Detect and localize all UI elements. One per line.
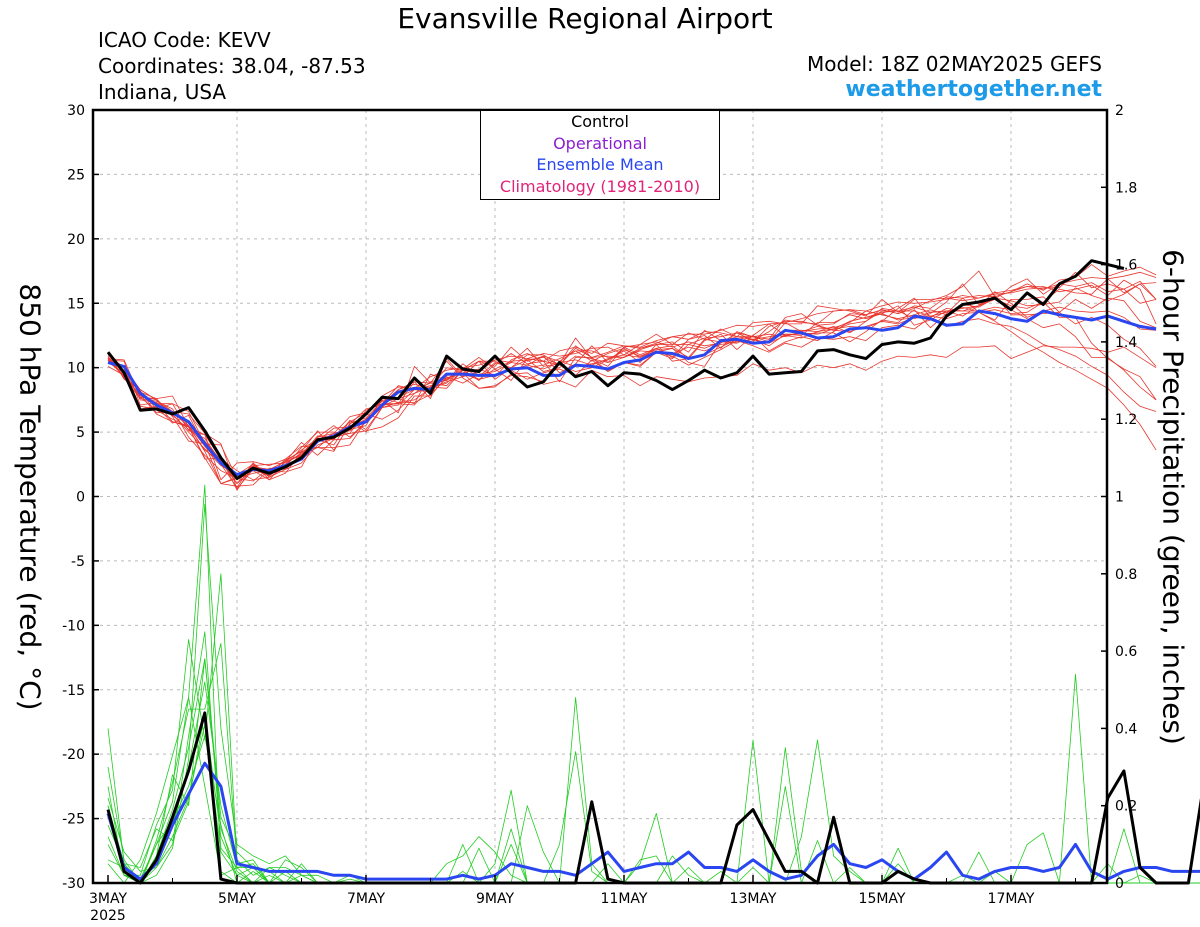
left-tick-label: -20: [62, 747, 85, 763]
precip-member-line: [107, 735, 1200, 884]
temp-member-line: [107, 283, 1157, 491]
temp-mean-line: [107, 309, 1157, 477]
left-tick-label: -10: [62, 618, 85, 634]
right-tick-label: 1.6: [1115, 258, 1137, 274]
temp-member-line: [107, 345, 1157, 478]
model-run: Model: 18Z 02MAY2025 GEFS: [807, 52, 1102, 76]
temp-member-line: [107, 297, 1157, 487]
right-tick-label: 0.6: [1115, 644, 1137, 660]
page-title: Evansville Regional Airport: [397, 2, 773, 35]
right-tick-label: 0: [1115, 876, 1124, 892]
precip-member-line: [107, 484, 1200, 884]
precip-mean-line: [106, 761, 1200, 881]
precip-member-lines: [107, 484, 1200, 884]
x-tick-label: 15MAY: [859, 891, 906, 907]
temp-member-lines: [107, 264, 1157, 491]
left-tick-label: -15: [62, 683, 85, 699]
x-tick-label: 7MAY: [347, 891, 385, 907]
precip-member-line: [107, 643, 1200, 884]
left-tick-label: 5: [76, 425, 85, 441]
precip-control-line: [106, 711, 1200, 885]
axes: -30-25-20-15-10-505101520253000.20.40.60…: [62, 103, 1137, 924]
left-tick-label: 25: [67, 167, 85, 183]
temp-member-line: [107, 271, 1157, 481]
x-tick-label: 13MAY: [730, 891, 777, 907]
grid-lines: [93, 110, 1107, 883]
precip-member-line: [107, 697, 1200, 884]
left-tick-label: 30: [67, 103, 85, 119]
icao-code: ICAO Code: KEVV: [98, 28, 271, 52]
left-tick-label: -30: [62, 876, 85, 892]
x-tick-label: 9MAY: [476, 891, 514, 907]
right-tick-label: 0.2: [1115, 799, 1137, 815]
x-tick-label: 3MAY: [89, 891, 127, 907]
temp-member-line: [107, 311, 1157, 477]
right-tick-label: 1.4: [1115, 335, 1137, 351]
left-tick-label: 15: [67, 296, 85, 312]
x-tick-label: 11MAY: [601, 891, 648, 907]
precip-member-line: [107, 724, 1200, 884]
temp-member-line: [107, 278, 1157, 485]
precip-member-line: [107, 658, 1200, 884]
temp-member-line: [107, 271, 1157, 488]
x-year-label: 2025: [90, 908, 126, 924]
temp-control-line: [106, 259, 1125, 480]
left-tick-label: 0: [76, 490, 85, 506]
legend-operational: Operational: [553, 133, 647, 153]
right-tick-label: 1.8: [1115, 180, 1137, 196]
right-tick-label: 1: [1115, 490, 1124, 506]
left-tick-label: -25: [62, 812, 85, 828]
left-tick-label: 10: [67, 361, 85, 377]
y-axis-right-label: 6-hour Precipitation (green, inches): [1156, 249, 1190, 745]
legend-climatology: Climatology (1981-2010): [499, 176, 701, 196]
precip-member-line: [107, 681, 1200, 884]
right-tick-label: 2: [1115, 103, 1124, 119]
right-tick-label: 0.8: [1115, 567, 1137, 583]
temp-member-line: [107, 279, 1157, 485]
site-link[interactable]: weathertogether.net: [845, 77, 1102, 102]
temp-member-line: [107, 316, 1157, 482]
precip-member-line: [107, 712, 1200, 884]
temp-member-line: [107, 297, 1157, 485]
legend: Control Operational Ensemble Mean Climat…: [480, 110, 720, 200]
coordinates: Coordinates: 38.04, -87.53: [98, 54, 366, 78]
temp-member-line: [107, 278, 1157, 485]
temp-member-line: [107, 291, 1157, 481]
legend-mean: Ensemble Mean: [536, 155, 664, 174]
main-lines: [106, 259, 1200, 885]
precip-member-line: [107, 631, 1200, 884]
region: Indiana, USA: [98, 80, 227, 104]
right-tick-label: 1.2: [1115, 412, 1137, 428]
precip-member-line: [107, 658, 1200, 884]
x-tick-label: 5MAY: [218, 891, 256, 907]
legend-control: Control: [571, 112, 629, 131]
y-axis-left-label: 850 hPa Temperature (red, °C): [13, 283, 47, 711]
left-tick-label: -5: [71, 554, 85, 570]
left-tick-label: 20: [67, 232, 85, 248]
x-tick-label: 17MAY: [988, 891, 1035, 907]
right-tick-label: 0.4: [1115, 721, 1137, 737]
